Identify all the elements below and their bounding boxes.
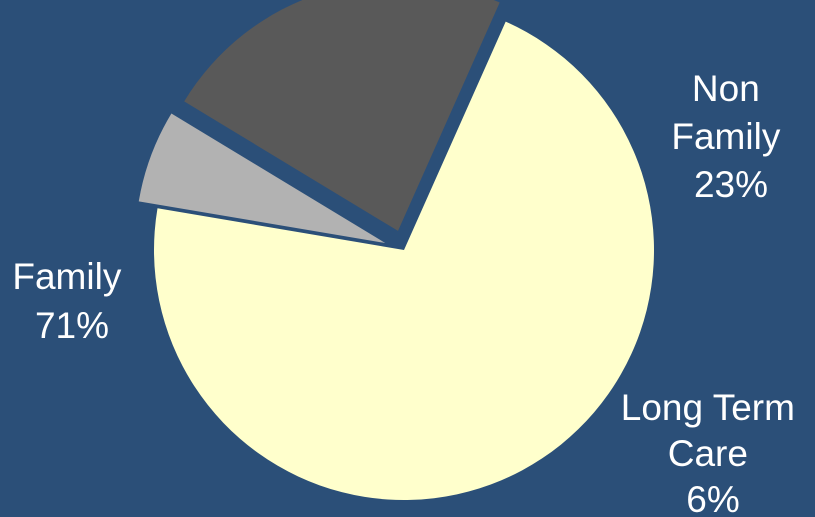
label-family-line-1: Family: [12, 256, 121, 297]
label-long-term-care: Long Term Care 6%: [621, 387, 805, 517]
pie-slice-non-family: [184, 0, 500, 231]
label-non-family-line-2: Family: [671, 116, 780, 157]
label-non-family-line-1: Non: [692, 68, 760, 109]
label-family: Family 71%: [12, 256, 131, 346]
label-non-family: Non Family 23%: [671, 68, 790, 205]
label-non-family-line-3: 23%: [694, 164, 768, 205]
label-long-term-care-line-3: 6%: [686, 479, 739, 517]
pie-slice-family: [154, 21, 654, 500]
label-long-term-care-line-1: Long Term: [621, 387, 795, 428]
pie-slice-long-term-care: [138, 113, 386, 244]
pie-slices: [138, 0, 654, 500]
label-family-line-2: 71%: [35, 305, 109, 346]
label-long-term-care-line-2: Care: [668, 433, 748, 474]
